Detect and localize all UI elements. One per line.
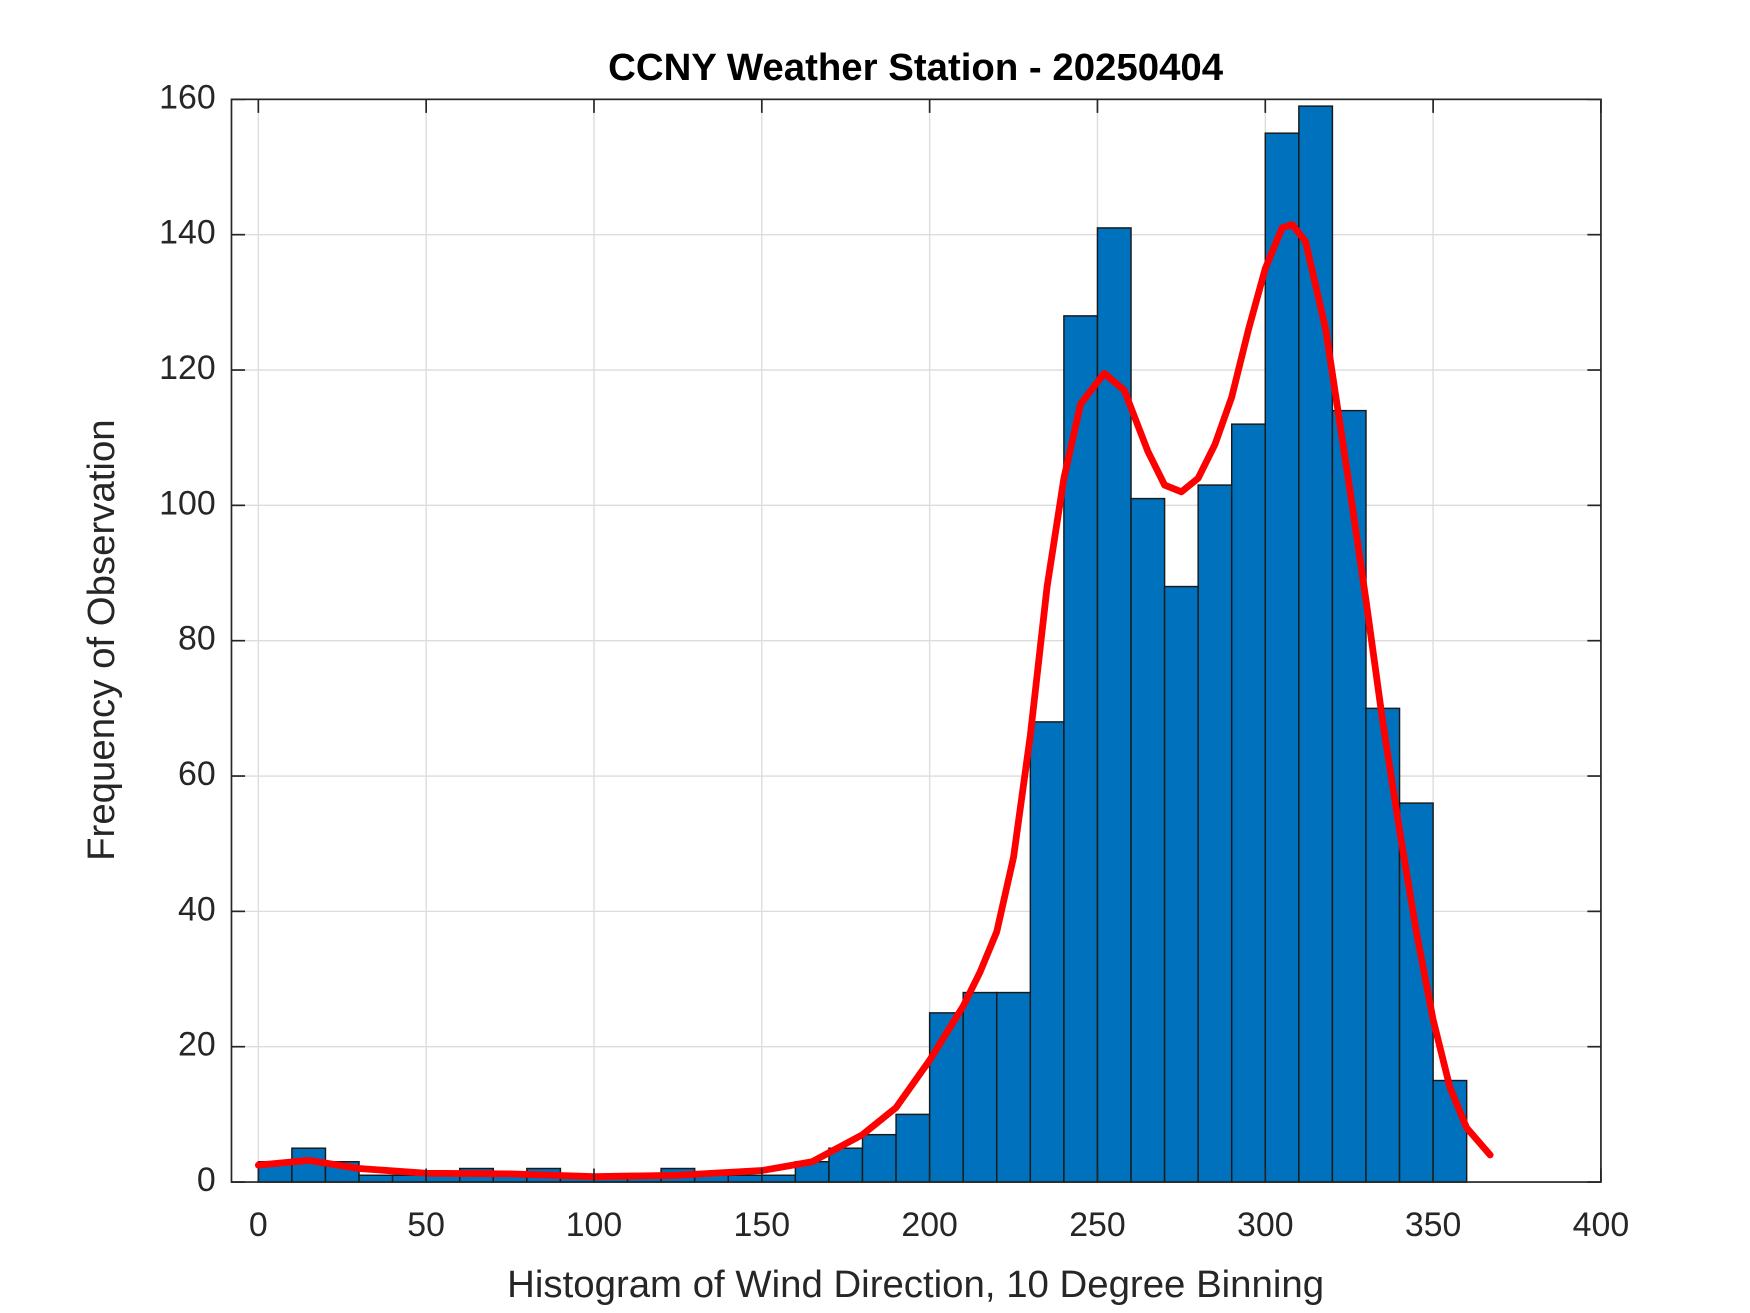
y-tick-label: 100 <box>159 484 216 522</box>
x-tick-label: 50 <box>407 1206 445 1244</box>
x-tick-label: 350 <box>1405 1206 1461 1244</box>
bar <box>1230 423 1267 1183</box>
bar <box>962 991 998 1183</box>
x-tick-label: 150 <box>734 1206 790 1244</box>
y-tick-label: 40 <box>178 890 216 928</box>
y-tick-label: 140 <box>159 214 216 252</box>
bar <box>1298 105 1334 1183</box>
bar <box>1331 409 1367 1183</box>
bar <box>1264 132 1300 1183</box>
y-tick-label: 60 <box>178 755 216 793</box>
y-axis-label: Frequency of Observation <box>80 419 123 861</box>
bar <box>928 1012 964 1183</box>
y-tick-label: 120 <box>159 349 216 387</box>
x-tick-label: 300 <box>1237 1206 1294 1244</box>
bar <box>996 991 1032 1183</box>
x-tick-label: 250 <box>1069 1206 1126 1244</box>
y-tick-label: 0 <box>197 1161 216 1199</box>
bar <box>1163 585 1199 1183</box>
y-tick-label: 160 <box>159 78 216 116</box>
ticks: 0 20 40 60 80 100 120 140 160 0 50 100 150 200 250 300 3… <box>159 78 1629 1244</box>
bar <box>1029 721 1065 1183</box>
bar <box>828 1147 864 1183</box>
chart-title: CCNY Weather Station - 20250404 <box>608 46 1224 89</box>
x-tick-label: 100 <box>566 1206 623 1244</box>
bar <box>895 1113 931 1183</box>
bar <box>1197 484 1233 1183</box>
x-tick-label: 400 <box>1573 1206 1630 1244</box>
bar <box>1130 497 1166 1183</box>
bar <box>1096 227 1132 1183</box>
x-tick-label: 200 <box>901 1206 958 1244</box>
bar <box>391 1174 427 1183</box>
y-tick-label: 80 <box>178 620 216 658</box>
x-tick-label: 0 <box>249 1206 268 1244</box>
y-tick-label: 20 <box>178 1026 216 1064</box>
x-axis-label: Histogram of Wind Direction, 10 Degree B… <box>507 1263 1324 1306</box>
bar <box>761 1174 797 1183</box>
bar <box>358 1174 394 1183</box>
bar <box>861 1133 897 1183</box>
bar <box>727 1174 763 1183</box>
